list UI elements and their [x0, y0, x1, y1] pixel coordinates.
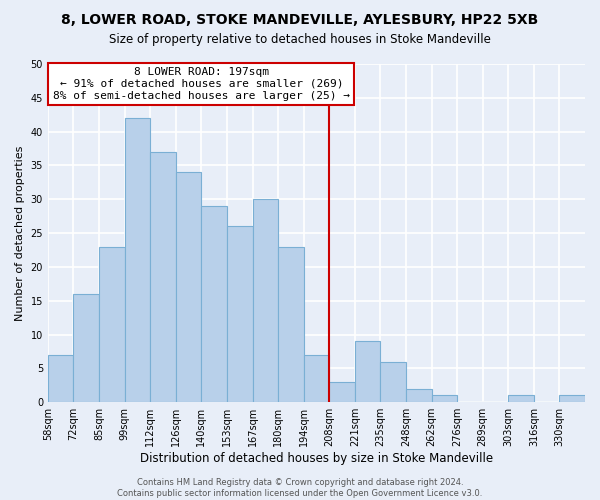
Bar — [202, 206, 227, 402]
Text: 8 LOWER ROAD: 197sqm
← 91% of detached houses are smaller (269)
8% of semi-detac: 8 LOWER ROAD: 197sqm ← 91% of detached h… — [53, 68, 350, 100]
Bar — [329, 382, 355, 402]
Bar — [355, 342, 380, 402]
X-axis label: Distribution of detached houses by size in Stoke Mandeville: Distribution of detached houses by size … — [140, 452, 493, 465]
Bar — [304, 355, 329, 402]
Text: 8, LOWER ROAD, STOKE MANDEVILLE, AYLESBURY, HP22 5XB: 8, LOWER ROAD, STOKE MANDEVILLE, AYLESBU… — [61, 12, 539, 26]
Bar — [99, 246, 125, 402]
Bar — [431, 396, 457, 402]
Text: Size of property relative to detached houses in Stoke Mandeville: Size of property relative to detached ho… — [109, 32, 491, 46]
Bar — [508, 396, 534, 402]
Bar — [150, 152, 176, 402]
Bar — [227, 226, 253, 402]
Bar — [380, 362, 406, 402]
Bar — [559, 396, 585, 402]
Bar — [125, 118, 150, 402]
Bar — [253, 200, 278, 402]
Bar — [278, 246, 304, 402]
Text: Contains HM Land Registry data © Crown copyright and database right 2024.
Contai: Contains HM Land Registry data © Crown c… — [118, 478, 482, 498]
Bar — [73, 294, 99, 402]
Bar — [406, 388, 431, 402]
Y-axis label: Number of detached properties: Number of detached properties — [15, 146, 25, 321]
Bar — [176, 172, 202, 402]
Bar — [48, 355, 73, 402]
